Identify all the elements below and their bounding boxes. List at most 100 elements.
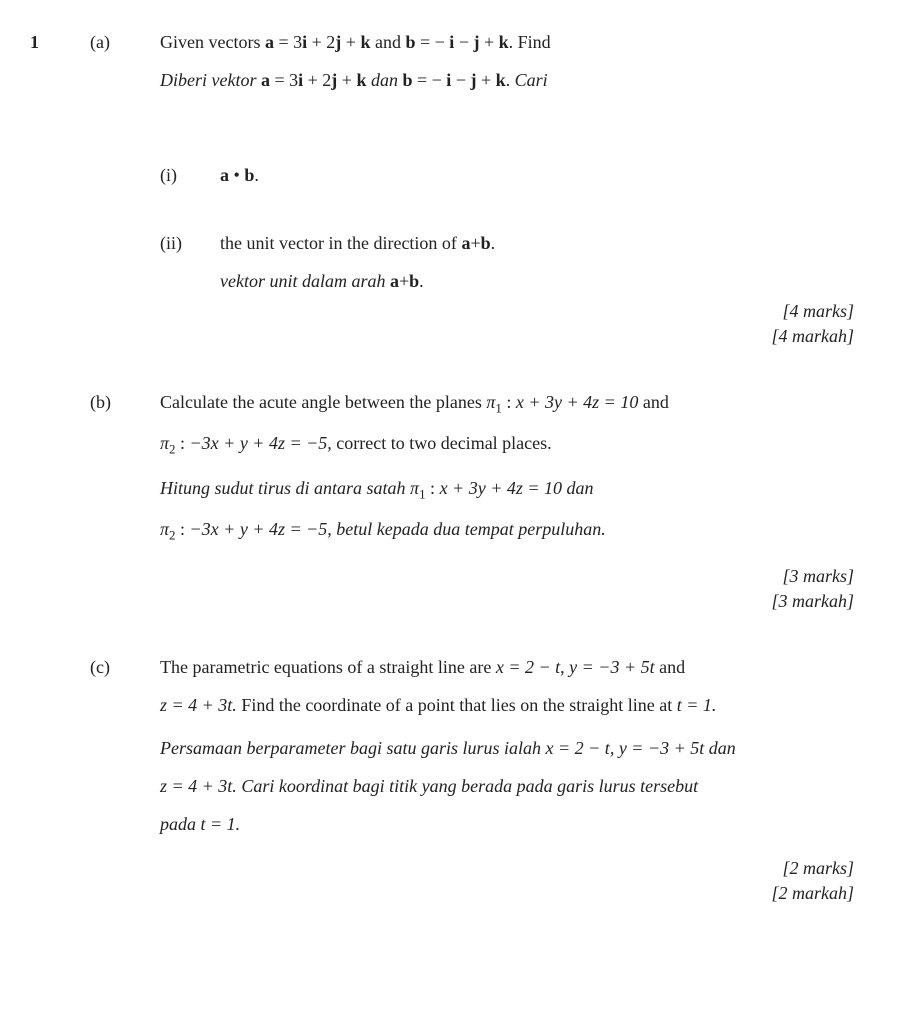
text: correct to two decimal places. (332, 433, 552, 453)
eq-t: t = 1. (677, 695, 717, 715)
part-a-ii-body-ms: vektor unit dalam arah a+b. (220, 269, 854, 293)
vec-k: k (499, 32, 509, 52)
eq2: −3x + y + 4z = −5, (190, 433, 332, 453)
marks-ms: [2 markah] (771, 883, 854, 903)
vec-a: a (261, 70, 270, 90)
comma: , (560, 657, 569, 677)
vec-b: b (405, 32, 415, 52)
comma: , (610, 738, 619, 758)
eq-x: x = 2 − t (496, 657, 560, 677)
text: + (476, 70, 495, 90)
colon: : (502, 392, 516, 412)
eq-z: z = 4 + 3t. (160, 776, 237, 796)
text: and (638, 392, 669, 412)
text: Cari (515, 70, 548, 90)
pi2: π (160, 519, 169, 539)
text: + 2 (303, 70, 331, 90)
part-c-body: The parametric equations of a straight l… (160, 655, 854, 850)
text: − (451, 70, 470, 90)
part-a-ii-en: (ii) the unit vector in the direction of… (30, 231, 854, 255)
marks-en: [3 marks] (782, 566, 854, 586)
vec-a: a (220, 165, 229, 185)
part-c: (c) The parametric equations of a straig… (30, 655, 854, 850)
question-1-a-line2: Diberi vektor a = 3i + 2j + k dan b = − … (30, 68, 854, 92)
vec-a: a (390, 271, 399, 291)
text: Diberi vektor (160, 70, 261, 90)
text: + (479, 32, 498, 52)
text: = 3 (274, 32, 302, 52)
part-b-body: Calculate the acute angle between the pl… (160, 390, 854, 558)
text: The parametric equations of a straight l… (160, 657, 496, 677)
eq-t: t = 1. (201, 814, 241, 834)
text: dan (704, 738, 736, 758)
text: pada (160, 814, 201, 834)
text: the unit vector in the direction of (220, 233, 461, 253)
eq-y: y = −3 + 5t (619, 738, 704, 758)
vec-a: a (265, 32, 274, 52)
marks-en: [2 marks] (782, 858, 854, 878)
period: . (254, 165, 259, 185)
question-number: 1 (30, 30, 90, 54)
text: + (341, 32, 360, 52)
text: = 3 (270, 70, 298, 90)
text: = − (415, 32, 449, 52)
vec-b: b (481, 233, 491, 253)
part-a-i-body: a • b. (220, 163, 854, 187)
pi2: π (160, 433, 169, 453)
eq2: −3x + y + 4z = −5, (190, 519, 332, 539)
text: + (337, 70, 356, 90)
text: betul kepada dua tempat perpuluhan. (332, 519, 606, 539)
question-1-a-line1: 1 (a) Given vectors a = 3i + 2j + k and … (30, 30, 854, 54)
sub-label-ii: (ii) (160, 231, 220, 255)
vec-k: k (356, 70, 366, 90)
text: Given vectors (160, 32, 265, 52)
text: Cari koordinat bagi titik yang berada pa… (237, 776, 698, 796)
marks-b: [3 marks] [3 markah] (30, 564, 854, 613)
vec-b: b (402, 70, 412, 90)
marks-ms: [3 markah] (771, 591, 854, 611)
colon: : (176, 433, 190, 453)
text: Calculate the acute angle between the pl… (160, 392, 486, 412)
marks-c: [2 marks] [2 markah] (30, 856, 854, 905)
part-b: (b) Calculate the acute angle between th… (30, 390, 854, 558)
marks-en: [4 marks] (782, 301, 854, 321)
text: and (370, 32, 405, 52)
part-a-stem-ms: Diberi vektor a = 3i + 2j + k dan b = − … (160, 68, 854, 92)
colon: : (176, 519, 190, 539)
text: vektor unit dalam arah (220, 271, 390, 291)
text: . (506, 70, 515, 90)
part-a-stem-en: Given vectors a = 3i + 2j + k and b = − … (160, 30, 854, 54)
vec-b: b (409, 271, 419, 291)
eq1: x + 3y + 4z = 10 (440, 478, 562, 498)
text: dan (562, 478, 594, 498)
marks-a: [4 marks] [4 markah] (30, 299, 854, 348)
plus: + (470, 233, 480, 253)
part-label-a: (a) (90, 30, 160, 54)
marks-ms: [4 markah] (771, 326, 854, 346)
part-label-b: (b) (90, 390, 160, 558)
pi1: π (410, 478, 419, 498)
vec-k: k (496, 70, 506, 90)
dot: • (229, 165, 244, 185)
vec-b: b (244, 165, 254, 185)
text: and (655, 657, 686, 677)
text: Hitung sudut tirus di antara satah (160, 478, 410, 498)
text: Find the coordinate of a point that lies… (237, 695, 677, 715)
part-a-i: (i) a • b. (30, 163, 854, 187)
text: = − (412, 70, 446, 90)
vec-k: k (360, 32, 370, 52)
text: Persamaan berparameter bagi satu garis l… (160, 738, 546, 758)
text: − (454, 32, 473, 52)
eq-x: x = 2 − t (546, 738, 610, 758)
text: dan (366, 70, 402, 90)
part-a-ii-ms: vektor unit dalam arah a+b. (30, 269, 854, 293)
eq1: x + 3y + 4z = 10 (516, 392, 638, 412)
eq-y: y = −3 + 5t (569, 657, 654, 677)
period: . (419, 271, 424, 291)
plus: + (399, 271, 409, 291)
period: . (491, 233, 496, 253)
eq-z: z = 4 + 3t. (160, 695, 237, 715)
sub-label-i: (i) (160, 163, 220, 187)
part-a-ii-body-en: the unit vector in the direction of a+b. (220, 231, 854, 255)
colon: : (426, 478, 440, 498)
